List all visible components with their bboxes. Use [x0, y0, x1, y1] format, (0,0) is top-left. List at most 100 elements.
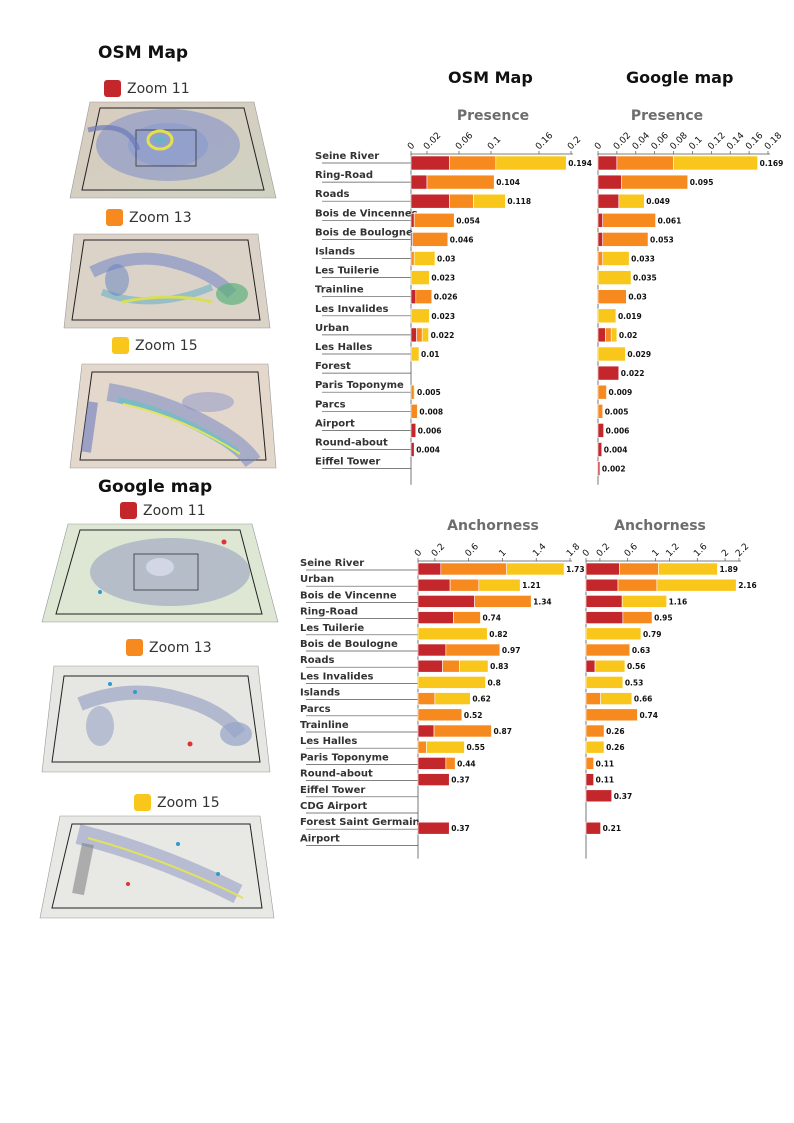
bar-segment: [622, 611, 653, 624]
data-label: 0.21: [603, 824, 622, 833]
category-label: Seine River: [300, 558, 364, 569]
bar-segment: [449, 578, 480, 592]
bar-segment: [602, 232, 649, 247]
tick-label: 0.02: [422, 131, 443, 152]
category-label: Urban: [300, 574, 334, 585]
bar-segment: [410, 155, 450, 171]
data-label: 0.095: [690, 178, 714, 187]
tick-label: 0.04: [631, 131, 652, 152]
bar-segment: [413, 213, 455, 228]
data-label: 0.03: [437, 255, 456, 264]
data-label: 0.049: [646, 197, 670, 206]
bar-segment: [410, 308, 430, 324]
data-label: 0.061: [658, 216, 682, 225]
bar-segment: [616, 155, 674, 171]
category-label: Airport: [315, 418, 355, 429]
data-label: 0.8: [488, 678, 501, 687]
data-label: 1.21: [522, 581, 541, 590]
category-label: Trainline: [315, 285, 364, 296]
data-label: 0.63: [632, 646, 651, 655]
data-label: 0.005: [605, 407, 629, 416]
chart-title: Anchorness: [614, 518, 706, 534]
data-label: 0.44: [457, 759, 476, 768]
bar-segment: [416, 327, 423, 343]
google-map-zoom13-image: [41, 665, 271, 773]
tick-label: 0.14: [725, 131, 746, 152]
data-label: 0.022: [621, 369, 645, 378]
bar-segment: [585, 578, 619, 592]
data-label: 0.033: [631, 255, 655, 264]
legend-zoom13-osm: Zoom 13: [106, 209, 192, 226]
data-label: 0.74: [639, 711, 658, 720]
osm-column-header-svg: OSM Map: [448, 68, 533, 87]
data-label: 0.026: [434, 293, 458, 302]
category-label: Les Halles: [300, 736, 357, 747]
category-label: Forest Saint Germain: [300, 817, 420, 828]
data-label: 0.55: [466, 743, 485, 752]
tick-label: 1.4: [531, 542, 548, 559]
bar-segment: [585, 724, 605, 738]
bar-segment: [585, 676, 624, 689]
bar-segment: [585, 773, 594, 786]
data-label: 1.89: [719, 565, 738, 574]
tick-label: 0: [581, 548, 592, 559]
data-label: 0.022: [431, 331, 455, 340]
bar-segment: [449, 193, 474, 209]
google-map-zoom11-image: [41, 523, 279, 623]
osm-map-zoom15-image: [69, 363, 277, 469]
chart-title: Presence: [457, 108, 529, 124]
chart-title: Presence: [631, 108, 703, 124]
tick-label: 0.6: [464, 542, 481, 559]
category-label: Bois de Vincenne: [300, 590, 397, 601]
google-column-header-svg: Google map: [626, 68, 733, 87]
bar-segment: [597, 289, 627, 305]
tick-label: 0.1: [687, 135, 704, 152]
bar-segment: [585, 789, 613, 803]
category-label: CDG Airport: [300, 801, 367, 812]
data-label: 0.03: [628, 293, 647, 302]
bar-segment: [597, 461, 601, 476]
osm-column-title: OSM Map: [448, 68, 533, 87]
bar-segment: [417, 659, 443, 673]
swatch-zoom11: [104, 80, 121, 97]
category-label: Islands: [300, 688, 340, 699]
bar-segment: [410, 327, 417, 343]
data-label: 0.054: [456, 216, 480, 225]
bar-segment: [410, 193, 450, 209]
tick-label: 1: [497, 548, 508, 559]
bar-segment: [445, 643, 501, 657]
data-label: 0.023: [431, 312, 455, 321]
data-label: 0.79: [643, 630, 662, 639]
bar-segment: [415, 289, 433, 305]
bar-segment: [478, 578, 521, 592]
bar-segment: [619, 562, 659, 576]
bar-segment: [417, 757, 447, 770]
tick-label: 0.18: [763, 131, 784, 152]
data-label: 0.006: [606, 426, 630, 435]
data-label: 0.97: [502, 646, 521, 655]
tick-label: 0.16: [744, 131, 765, 152]
legend-label: Zoom 15: [157, 794, 220, 811]
bar-segment: [597, 213, 604, 228]
category-label: Urban: [315, 323, 349, 334]
data-label: 1.16: [669, 597, 688, 606]
category-label: Les Tuilerie: [300, 623, 364, 634]
bar-segment: [410, 442, 415, 457]
data-label: 0.95: [654, 614, 673, 623]
tick-label: 0.06: [650, 131, 671, 152]
data-label: 0.004: [604, 446, 628, 455]
data-label: 2.16: [738, 581, 757, 590]
bar-segment: [417, 595, 475, 608]
bar-segment: [434, 692, 471, 705]
bar-segment: [417, 692, 436, 705]
data-label: 0.37: [451, 776, 470, 785]
category-label: Eiffel Tower: [300, 785, 365, 796]
bar-segment: [585, 659, 596, 673]
tick-label: 0: [593, 141, 604, 152]
bar-segment: [597, 365, 620, 381]
bar-segment: [410, 384, 415, 400]
data-label: 0.83: [490, 662, 509, 671]
legend-zoom13-google: Zoom 13: [126, 639, 212, 656]
data-label: 0.87: [493, 727, 512, 736]
category-label: Les Halles: [315, 342, 372, 353]
